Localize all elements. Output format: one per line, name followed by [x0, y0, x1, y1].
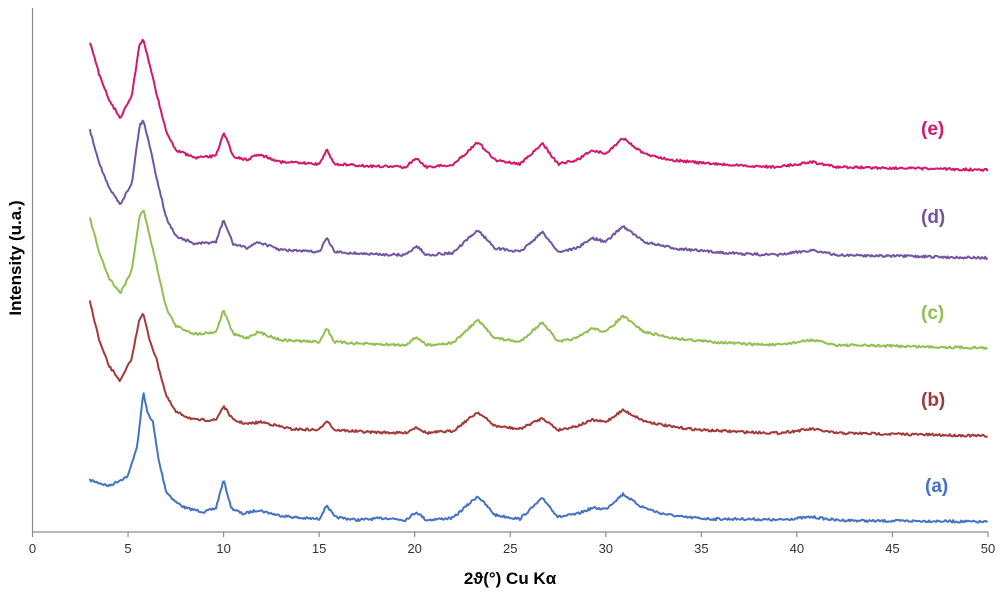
- series-layer: [88, 38, 989, 524]
- axes-layer: [31, 8, 988, 533]
- x-ticks: 0 5 10 15 20 25 30 35 40 45 50: [29, 532, 995, 556]
- x-tick-label: 20: [407, 541, 421, 556]
- series-line-d: [88, 119, 989, 260]
- x-tick-label: 45: [885, 541, 899, 556]
- x-tick-label: 30: [599, 541, 613, 556]
- x-tick-label: 15: [312, 541, 326, 556]
- series-line-b: [88, 300, 988, 438]
- x-tick-label: 25: [503, 541, 517, 556]
- series-label-c: (c): [921, 303, 944, 324]
- x-tick-label: 0: [29, 541, 36, 556]
- y-axis-title: Intensity (u.a.): [6, 200, 25, 315]
- x-tick-label: 10: [216, 541, 230, 556]
- series-label-b: (b): [921, 390, 945, 411]
- series-label-e: (e): [921, 119, 944, 140]
- series-line-a: [88, 392, 989, 524]
- x-axis-title: 2ϑ(°) Cu Kα: [464, 569, 557, 588]
- series-label-d: (d): [921, 207, 945, 228]
- x-tick-label: 40: [790, 541, 804, 556]
- x-tick-label: 35: [694, 541, 708, 556]
- series-line-e: [88, 38, 989, 172]
- x-tick-label: 50: [981, 541, 995, 556]
- series-label-a: (a): [925, 476, 948, 497]
- series-labels: (a) (b) (c) (d) (e): [921, 119, 948, 497]
- x-tick-label: 5: [124, 541, 131, 556]
- series-line-c: [88, 209, 988, 350]
